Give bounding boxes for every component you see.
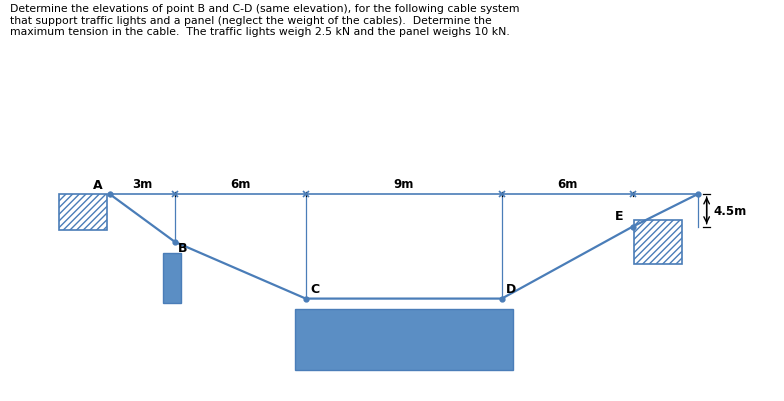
- Text: 6m: 6m: [557, 178, 577, 190]
- Text: C: C: [310, 283, 319, 296]
- Text: 6m: 6m: [230, 178, 251, 190]
- Bar: [163, 253, 181, 303]
- Text: 3m: 3m: [132, 178, 152, 190]
- Text: Determine the elevations of point B and C-D (same elevation), for the following : Determine the elevations of point B and …: [10, 4, 520, 37]
- Text: E: E: [615, 210, 624, 223]
- Text: D: D: [506, 283, 517, 296]
- Text: 4.5m: 4.5m: [713, 205, 746, 217]
- Bar: [60, 194, 107, 230]
- Bar: [633, 221, 681, 264]
- Text: A: A: [93, 178, 103, 191]
- Text: 9m: 9m: [394, 178, 414, 190]
- Bar: [295, 310, 513, 371]
- Text: B: B: [178, 241, 187, 254]
